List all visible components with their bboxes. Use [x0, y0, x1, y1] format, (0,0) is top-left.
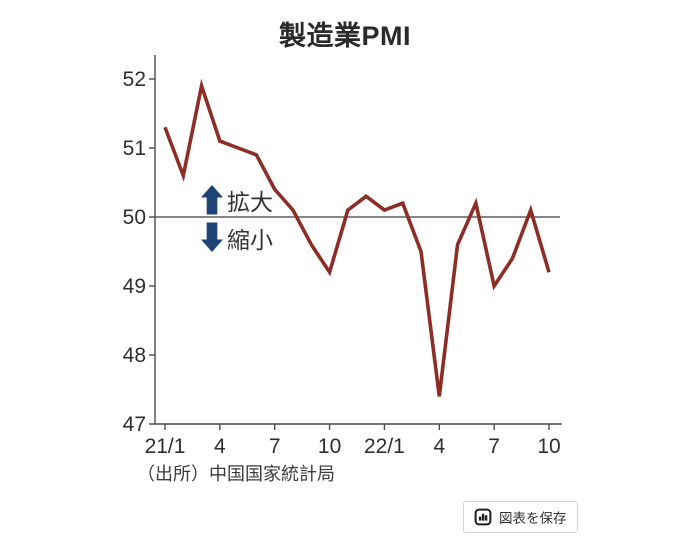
x-tick-label: 21/1 — [145, 435, 186, 458]
y-tick-label: 50 — [123, 206, 146, 229]
y-tick-label: 47 — [123, 413, 146, 436]
y-tick-label: 49 — [123, 275, 146, 298]
source-note: （出所）中国国家統計局 — [137, 464, 335, 484]
y-tick-label: 52 — [123, 68, 146, 91]
x-tick-label: 7 — [488, 435, 500, 458]
x-tick-label: 4 — [433, 435, 445, 458]
x-tick-label: 22/1 — [364, 435, 405, 458]
x-tick-label: 7 — [269, 435, 281, 458]
x-tick-label: 4 — [214, 435, 226, 458]
pmi-line — [163, 78, 551, 397]
expand-arrow-icon — [201, 185, 223, 215]
contract-arrow-icon — [201, 222, 223, 252]
contract-label: 縮小 — [227, 227, 273, 253]
y-tick-label: 48 — [123, 344, 146, 367]
y-tick-label: 51 — [123, 137, 146, 160]
expand-label: 拡大 — [227, 189, 273, 215]
chart-title: 製造業PMI — [278, 21, 411, 51]
save-chart-label: 図表を保存 — [499, 511, 567, 526]
save-chart-button[interactable]: 図表を保存 — [463, 501, 578, 533]
x-tick-label: 10 — [537, 435, 560, 458]
bar-chart-icon — [474, 508, 492, 526]
x-tick-label: 10 — [318, 435, 341, 458]
